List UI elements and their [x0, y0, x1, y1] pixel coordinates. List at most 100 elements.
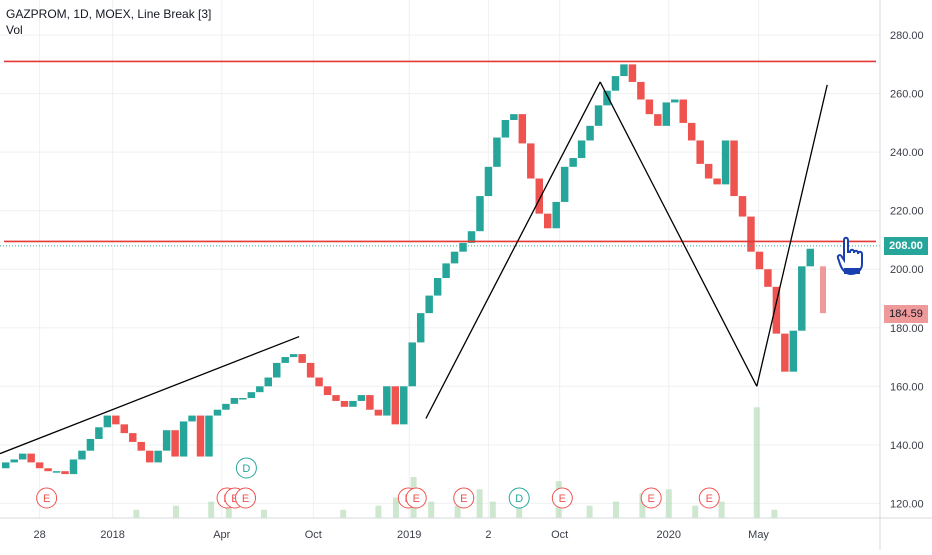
line-break-brick [679, 99, 687, 123]
line-break-brick [501, 119, 510, 138]
volume-bar [428, 501, 435, 518]
trend-line [756, 84, 828, 387]
line-break-brick [527, 143, 535, 179]
line-break-brick [162, 430, 171, 451]
event-marker [453, 487, 475, 509]
line-break-brick [704, 163, 713, 179]
volume-bar [718, 501, 725, 518]
y-tick-label: 120.00 [890, 498, 924, 510]
line-break-brick [620, 64, 628, 77]
line-break-brick [78, 450, 86, 460]
line-break-brick [510, 114, 518, 120]
line-break-brick [239, 398, 247, 400]
volume-bar [753, 407, 760, 518]
line-break-brick [332, 395, 340, 401]
event-marker-label: E [559, 493, 566, 505]
x-tick-label: 28 [33, 529, 45, 541]
line-break-brick [738, 196, 747, 217]
line-break-brick [52, 471, 61, 473]
line-break-brick [129, 433, 137, 442]
volume-bar [639, 493, 646, 518]
line-break-brick [349, 400, 357, 407]
y-tick-label: 240.00 [890, 147, 924, 159]
line-break-brick [27, 453, 35, 463]
event-marker [235, 457, 257, 479]
event-marker [640, 487, 662, 509]
line-break-brick [662, 102, 671, 126]
y-tick-label: 180.00 [890, 323, 924, 335]
line-break-brick [484, 166, 493, 197]
line-break-brick [154, 450, 162, 463]
line-break-brick [628, 64, 637, 82]
line-break-brick [764, 269, 772, 287]
last-price-tag: 208.00 [884, 236, 928, 255]
line-break-brick [18, 453, 27, 460]
line-break-brick [10, 459, 18, 463]
volume-label: Vol [6, 23, 23, 37]
volume-bar [261, 509, 267, 518]
event-marker-label: E [706, 493, 713, 505]
volume-bar [489, 501, 496, 518]
line-break-brick [256, 386, 264, 393]
line-break-brick [35, 462, 44, 469]
line-break-brick [603, 90, 611, 106]
event-marker-label: E [460, 493, 467, 505]
chart-title: GAZPROM, 1D, MOEX, Line Break [3] [6, 7, 212, 21]
line-break-brick [560, 166, 569, 202]
volume-bar [454, 505, 461, 518]
line-break-brick [611, 76, 620, 91]
line-break-brick [179, 421, 188, 457]
line-break-brick [205, 415, 213, 457]
volume-bar [133, 509, 140, 518]
event-marker [235, 487, 257, 509]
y-tick-label: 280.00 [890, 30, 924, 42]
x-tick-label: 2019 [397, 529, 421, 541]
line-break-brick [450, 251, 459, 264]
line-break-brick [433, 278, 442, 296]
line-break-brick [798, 266, 806, 331]
line-break-brick [577, 140, 586, 159]
line-break-brick [425, 295, 433, 314]
line-break-brick [137, 441, 145, 451]
line-break-brick [671, 99, 679, 103]
event-marker-label: E [413, 493, 420, 505]
trend-line [425, 81, 601, 419]
volume-bar [393, 497, 399, 518]
line-break-brick [230, 398, 239, 404]
line-break-brick [188, 415, 196, 422]
line-break-brick [103, 415, 112, 428]
line-break-brick [366, 395, 374, 410]
current-price-tag: 184.59 [884, 305, 928, 324]
line-break-brick [535, 178, 543, 214]
volume-bar [771, 509, 778, 518]
trend-line [0, 335, 300, 455]
line-break-brick [281, 357, 289, 363]
line-break-brick [400, 386, 408, 425]
line-break-brick [544, 213, 552, 229]
volume-bar [476, 489, 483, 518]
volume-bar [613, 501, 619, 518]
line-break-brick [69, 459, 78, 475]
y-tick-label: 160.00 [890, 381, 924, 393]
line-break-brick [730, 140, 738, 197]
live-brick [820, 266, 826, 314]
event-marker-label: E [648, 493, 655, 505]
line-break-brick [747, 216, 755, 252]
line-break-brick [340, 400, 349, 407]
line-break-brick [247, 392, 256, 399]
line-break-brick [493, 137, 501, 167]
line-break-brick [637, 81, 645, 100]
line-break-brick [315, 377, 323, 387]
line-break-brick [467, 231, 476, 243]
line-break-brick [323, 386, 332, 396]
chart-legend: GAZPROM, 1D, MOEX, Line Break [3] Vol [6, 6, 211, 38]
line-break-brick [383, 386, 391, 416]
trend-line [599, 81, 758, 387]
line-break-brick [476, 196, 484, 232]
event-marker [508, 487, 530, 509]
line-break-brick [645, 99, 654, 115]
line-break-brick [755, 251, 764, 270]
line-break-brick [442, 263, 450, 279]
